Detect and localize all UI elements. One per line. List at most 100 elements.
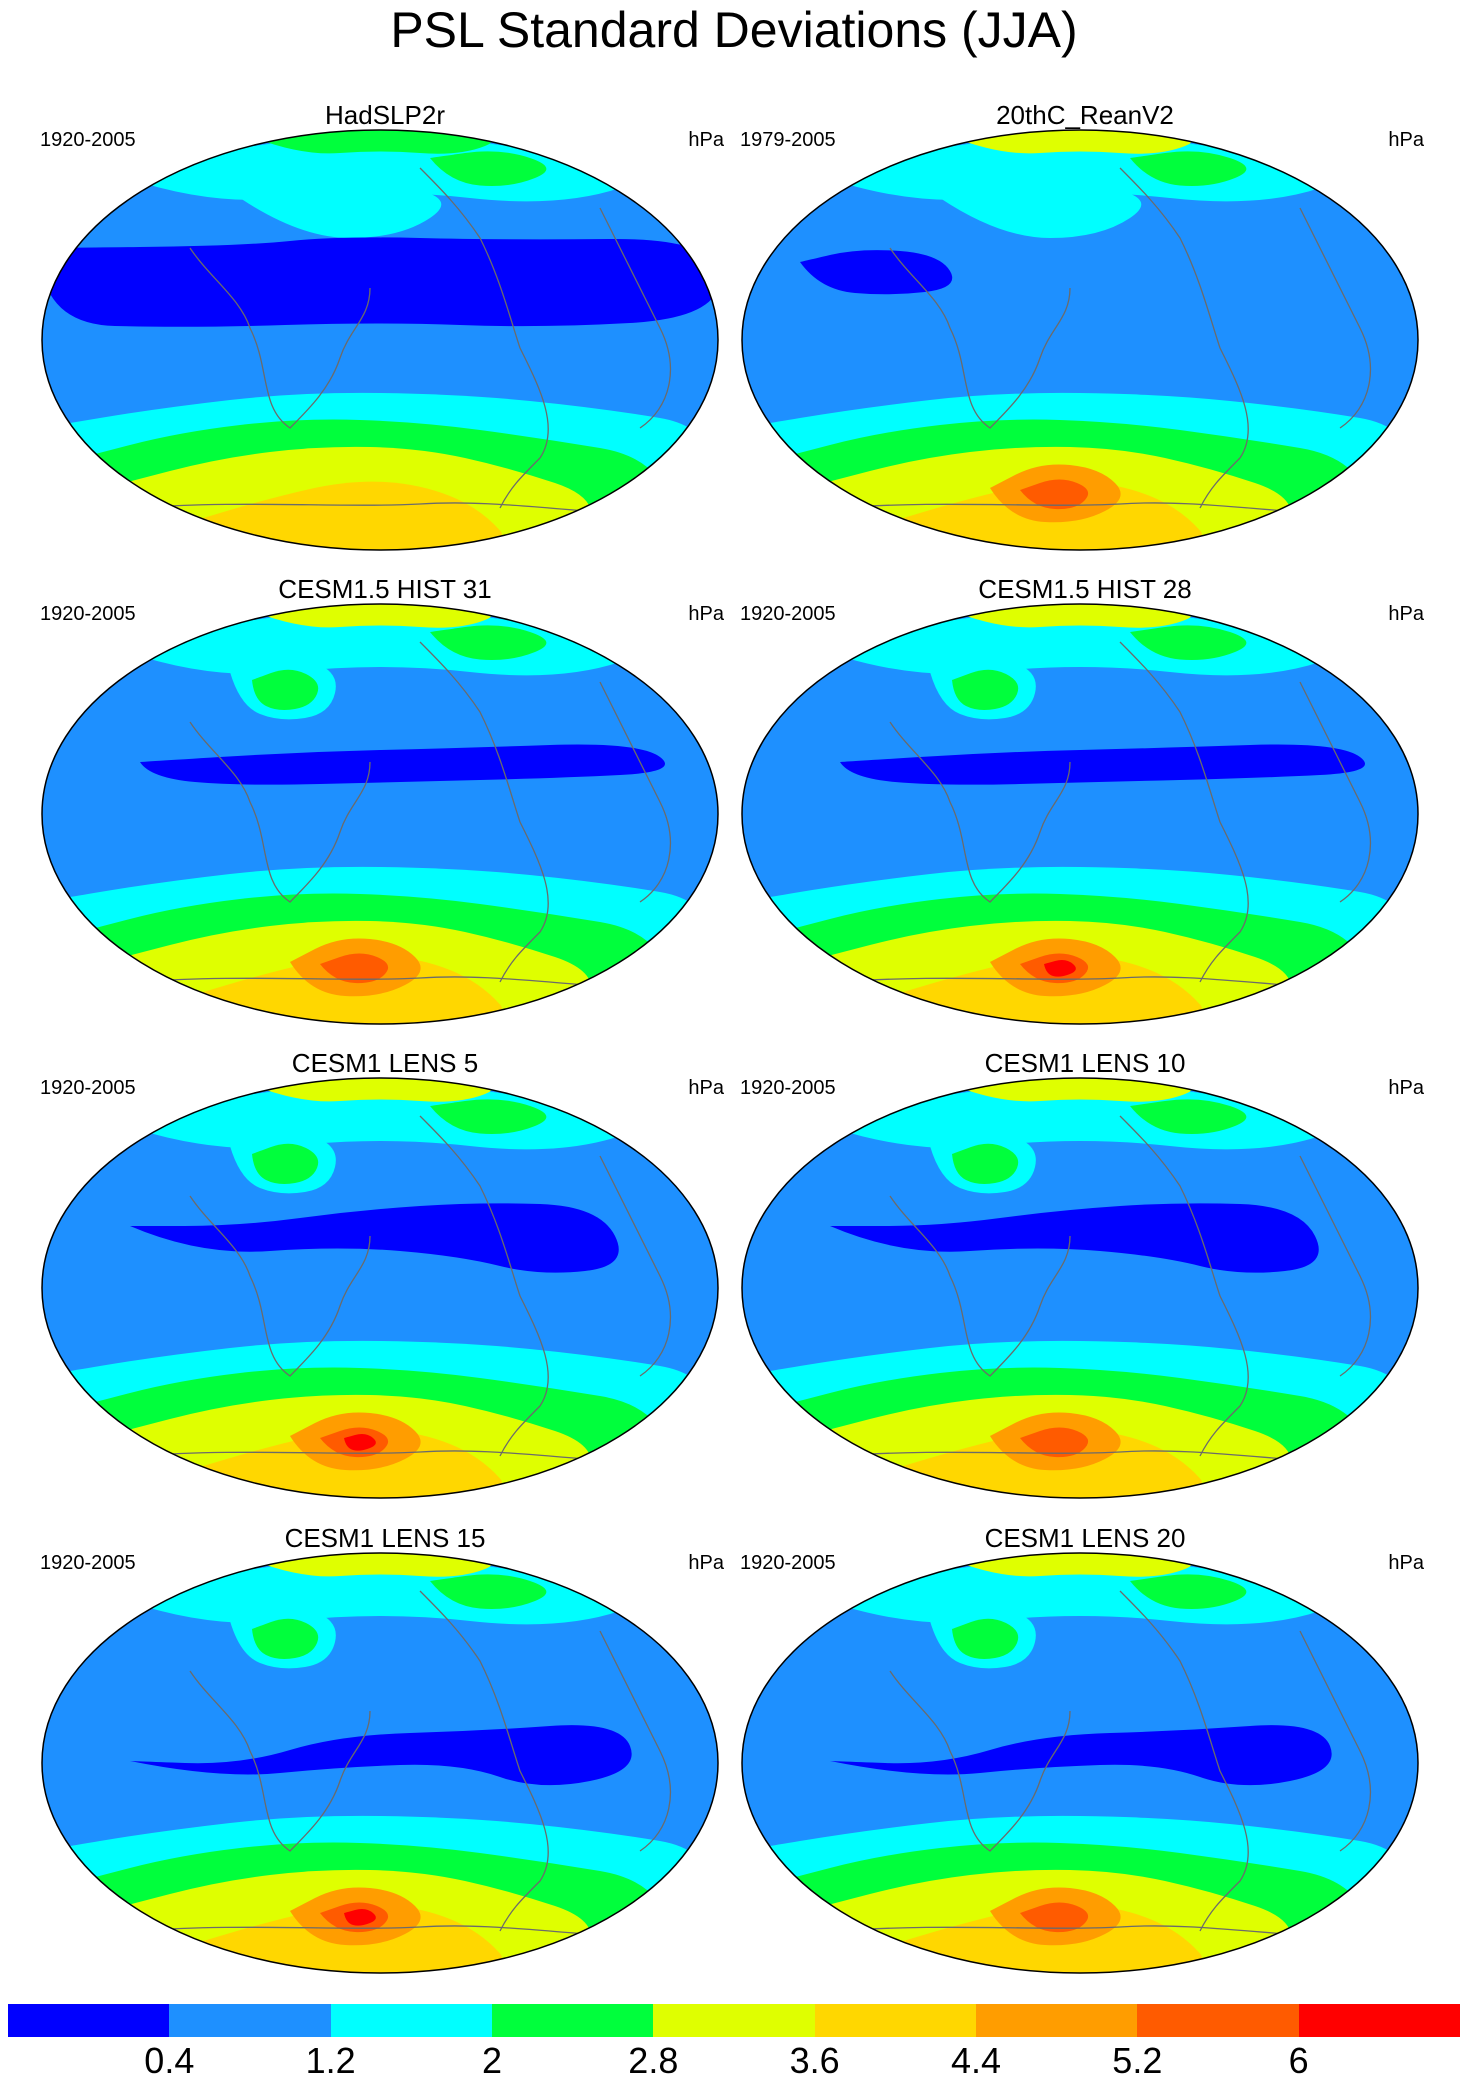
colorbar-swatch [975,2004,1138,2037]
contour-npac-core [252,669,319,710]
contour-tropics [830,1203,1319,1273]
coastline-asia [889,1670,1071,1852]
colorbar-label: 3.6 [789,2040,840,2081]
panel-unit: hPa [688,129,724,151]
coastline-americas [419,641,549,983]
coastline-asia [189,247,371,429]
map-border [741,1552,1419,1974]
contour-npac-core [952,1618,1019,1659]
map-panel-cesm1-lens-20: CESM1 LENS 20 1920-2005 hPa [740,1521,1430,1976]
panel-period: 1920-2005 [40,1552,136,1574]
panel-unit: hPa [688,603,724,625]
coastline-africa [1299,1155,1372,1377]
map-border [741,129,1419,551]
contour-arctic-green [1130,151,1247,186]
coastlines [839,1115,1372,1461]
contour-south-max [344,1434,376,1451]
contour-tropics [840,744,1365,785]
panel-period: 1920-2005 [740,1552,836,1574]
coastline-asia [189,721,371,903]
contour-tropics [140,744,665,785]
contour-arctic-green [1130,1574,1247,1609]
colorbar-swatch [169,2004,331,2037]
contour-south-max [344,1909,376,1926]
panel-period: 1920-2005 [40,603,136,625]
coastline-antarctica [839,502,1301,513]
map-panel-cesm1-lens-10: CESM1 LENS 10 1920-2005 hPa [740,1046,1430,1501]
coastline-americas [1119,641,1249,983]
coastline-africa [599,1630,672,1852]
panel-period: 1920-2005 [40,1077,136,1099]
coastline-asia [889,1195,1071,1377]
colorbar [8,2004,1460,2037]
coastlines [839,1590,1372,1936]
coastlines [139,641,672,987]
coastlines [139,1115,672,1461]
map-svg [41,603,719,1025]
panel-title: 20thC_ReanV2 [996,100,1174,130]
coastline-antarctica [839,1450,1301,1461]
colorbar-label: 0.4 [144,2040,195,2081]
colorbar-label: 5.2 [1112,2040,1163,2081]
map-svg [741,603,1419,1025]
coastline-antarctica [139,1450,601,1461]
map-svg [741,1077,1419,1499]
map-panel-cesm15-hist-31: CESM1.5 HIST 31 1920-2005 hPa [40,572,730,1027]
panel-title: CESM1 LENS 10 [984,1048,1186,1078]
contour-npac-core [952,1143,1019,1184]
contour-arctic-green [430,625,547,660]
coastline-antarctica [139,976,601,987]
panel-period: 1920-2005 [740,603,836,625]
colorbar-label: 1.2 [305,2040,356,2081]
colorbar-swatch [330,2004,492,2037]
colorbar-label: 2 [481,2040,503,2081]
contour-field [742,1078,1418,1498]
coastline-asia [189,1670,371,1852]
panel-unit: hPa [1388,1077,1424,1099]
coastline-asia [189,1195,371,1377]
contour-arctic-green [430,1574,547,1609]
coastline-asia [889,721,1071,903]
contour-field [742,604,1418,1024]
contour-npac [940,183,1142,238]
map-svg [41,1552,719,1974]
panel-title: CESM1 LENS 15 [284,1523,486,1553]
panel-unit: hPa [1388,603,1424,625]
colorbar-swatch [491,2004,654,2037]
coastline-africa [1299,207,1372,429]
coastlines [839,167,1372,513]
coastlines [139,167,672,513]
contour-field [42,604,718,1024]
panel-unit: hPa [688,1077,724,1099]
panel-title: CESM1 LENS 20 [984,1523,1186,1553]
coastline-africa [599,207,672,429]
coastline-africa [1299,1630,1372,1852]
contour-npac-core [252,1618,319,1659]
colorbar-swatch [8,2004,170,2037]
contour-tropics [130,1725,632,1786]
colorbar-label: 4.4 [950,2040,1002,2081]
coastline-antarctica [139,502,601,513]
figure-title: PSL Standard Deviations (JJA) [390,2,1078,58]
coastline-americas [1119,1115,1249,1457]
coastline-antarctica [839,976,1301,987]
contour-arctic-green [1130,625,1247,660]
coastline-asia [889,247,1071,429]
panel-title: CESM1 LENS 5 [291,1048,479,1078]
map-border [41,1077,719,1499]
map-svg [741,129,1419,551]
map-border [741,603,1419,1025]
coastline-africa [1299,681,1372,903]
panel-period: 1920-2005 [740,1077,836,1099]
coastline-africa [599,681,672,903]
coastline-americas [1119,167,1249,509]
panel-title: CESM1.5 HIST 28 [978,574,1192,604]
contour-arctic-green [430,1099,547,1134]
map-border [741,1077,1419,1499]
map-border [41,1552,719,1974]
panel-period: 1920-2005 [40,129,136,151]
contour-south-dark-orange [1020,479,1089,510]
map-svg [41,1077,719,1499]
colorbar-swatch [814,2004,976,2037]
colorbar-swatch [1137,2004,1299,2037]
